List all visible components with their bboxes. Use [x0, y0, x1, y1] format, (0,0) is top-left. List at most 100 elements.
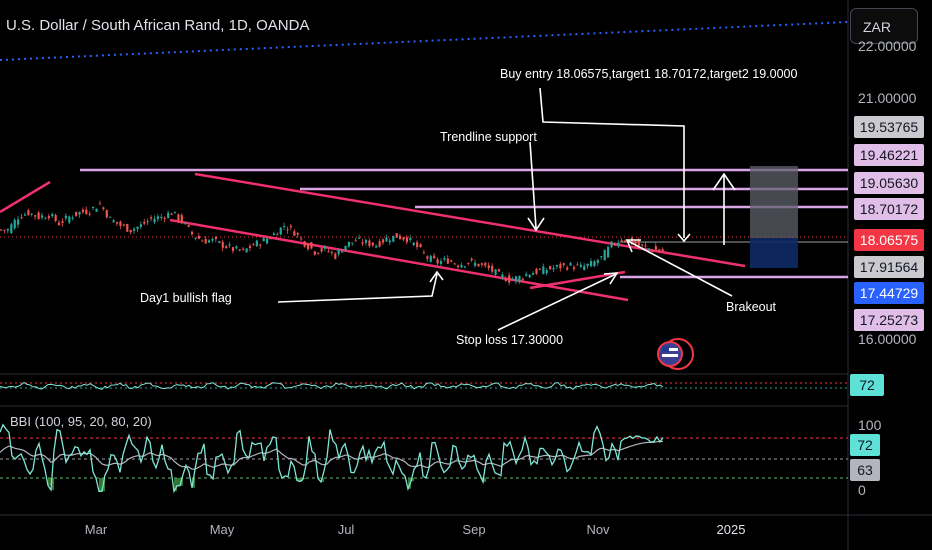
- candle-body: [180, 215, 183, 223]
- candle-body: [341, 251, 344, 253]
- annotation-arrows: [277, 87, 736, 331]
- bbi-tick-0: 0: [858, 482, 866, 498]
- candle-body: [624, 240, 627, 242]
- candle-body: [153, 218, 156, 223]
- candle-body: [208, 240, 211, 243]
- x-tick: Jul: [337, 522, 355, 537]
- candle-body: [644, 245, 647, 247]
- candle-body: [651, 249, 654, 252]
- candle-body: [150, 217, 153, 219]
- candle-body: [10, 224, 13, 234]
- candle-body: [607, 247, 610, 258]
- candle-body: [40, 215, 44, 218]
- buy-entry-annotation[interactable]: Buy entry 18.06575,target1 18.70172,targ…: [500, 67, 798, 81]
- candle-body: [201, 240, 204, 242]
- candle-body: [484, 262, 487, 266]
- candle-body: [330, 251, 333, 253]
- candle-body: [78, 211, 81, 215]
- currency-button[interactable]: ZAR: [850, 8, 918, 44]
- candle-body: [661, 249, 664, 252]
- candle-body: [358, 237, 361, 239]
- candle-body: [266, 238, 269, 244]
- bbi-title[interactable]: BBI (100, 95, 20, 80, 20): [10, 414, 152, 429]
- bbi-value-label: 72: [850, 434, 880, 456]
- bbi-tick-100: 100: [858, 417, 882, 433]
- candle-body: [276, 234, 279, 236]
- candle-body: [586, 263, 589, 267]
- candle-body: [487, 265, 490, 269]
- candle-body: [37, 212, 40, 219]
- candle-body: [630, 237, 634, 245]
- candle-body: [402, 237, 405, 240]
- candle-body: [218, 241, 221, 243]
- stop-zone[interactable]: [750, 238, 798, 268]
- stoploss-line[interactable]: [529, 270, 626, 290]
- candle-body: [491, 265, 494, 272]
- candle-body: [572, 267, 576, 270]
- candle-body: [296, 233, 299, 235]
- candle-body: [559, 263, 562, 269]
- candle-body: [463, 266, 466, 268]
- candle-body: [313, 251, 316, 255]
- candle-body: [136, 226, 139, 229]
- candle-body: [405, 237, 409, 243]
- candle-body: [381, 239, 385, 243]
- candle-body: [641, 244, 644, 246]
- candle-body: [6, 229, 10, 231]
- candle-body: [27, 210, 30, 216]
- candle-body: [173, 211, 177, 213]
- brakeout-annotation[interactable]: Brakeout: [726, 300, 777, 314]
- target-zone[interactable]: [750, 166, 798, 238]
- channel-lower-line[interactable]: [169, 218, 629, 302]
- candle-body: [47, 216, 50, 219]
- candle-body: [34, 215, 37, 217]
- price-series[interactable]: [0, 200, 664, 286]
- candle-body: [603, 249, 606, 261]
- oversold-fill: [48, 478, 486, 492]
- candle-body: [3, 229, 6, 231]
- candle-body: [583, 265, 586, 270]
- candle-body: [525, 274, 528, 276]
- stoploss-arrow: [497, 273, 617, 331]
- candle-body: [480, 263, 484, 265]
- x-tick: Mar: [84, 522, 108, 537]
- candle-body: [221, 241, 224, 248]
- candle-body: [327, 251, 330, 253]
- prior-trendline[interactable]: [0, 180, 51, 214]
- candle-body: [129, 229, 132, 233]
- bbi-signal-line: [0, 440, 664, 470]
- bbi-line: [0, 423, 664, 494]
- candle-body: [562, 263, 565, 265]
- candle-body: [54, 214, 57, 221]
- price-tick: 21.00000: [858, 90, 917, 106]
- candle-body: [368, 240, 371, 247]
- candle-body: [596, 260, 599, 263]
- candle-body: [467, 262, 470, 264]
- candle-body: [61, 221, 64, 223]
- candle-body: [231, 247, 235, 252]
- bullish-flag-annotation[interactable]: Day1 bullish flag: [140, 291, 232, 305]
- us-flag-event-icon[interactable]: [657, 338, 694, 370]
- x-tick: Nov: [586, 522, 610, 537]
- candle-body: [68, 216, 71, 223]
- candle-body: [600, 256, 603, 258]
- candle-body: [279, 227, 282, 235]
- candle-body: [395, 233, 398, 238]
- candle-body: [122, 224, 125, 226]
- candle-body: [64, 215, 67, 219]
- price-tick: 16.00000: [858, 331, 917, 347]
- candle-body: [167, 212, 170, 219]
- stop-loss-annotation[interactable]: Stop loss 17.30000: [456, 333, 564, 347]
- candle-body: [184, 222, 187, 224]
- x-tick: May: [209, 522, 235, 537]
- candle-body: [143, 221, 146, 224]
- candle-body: [248, 245, 252, 249]
- trendline-support-annotation[interactable]: Trendline support: [440, 130, 537, 144]
- candle-body: [658, 249, 661, 252]
- candle-body: [647, 248, 651, 250]
- candle-body: [460, 264, 463, 268]
- candle-body: [44, 218, 47, 220]
- candle-body: [409, 237, 412, 241]
- candle-body: [555, 264, 559, 267]
